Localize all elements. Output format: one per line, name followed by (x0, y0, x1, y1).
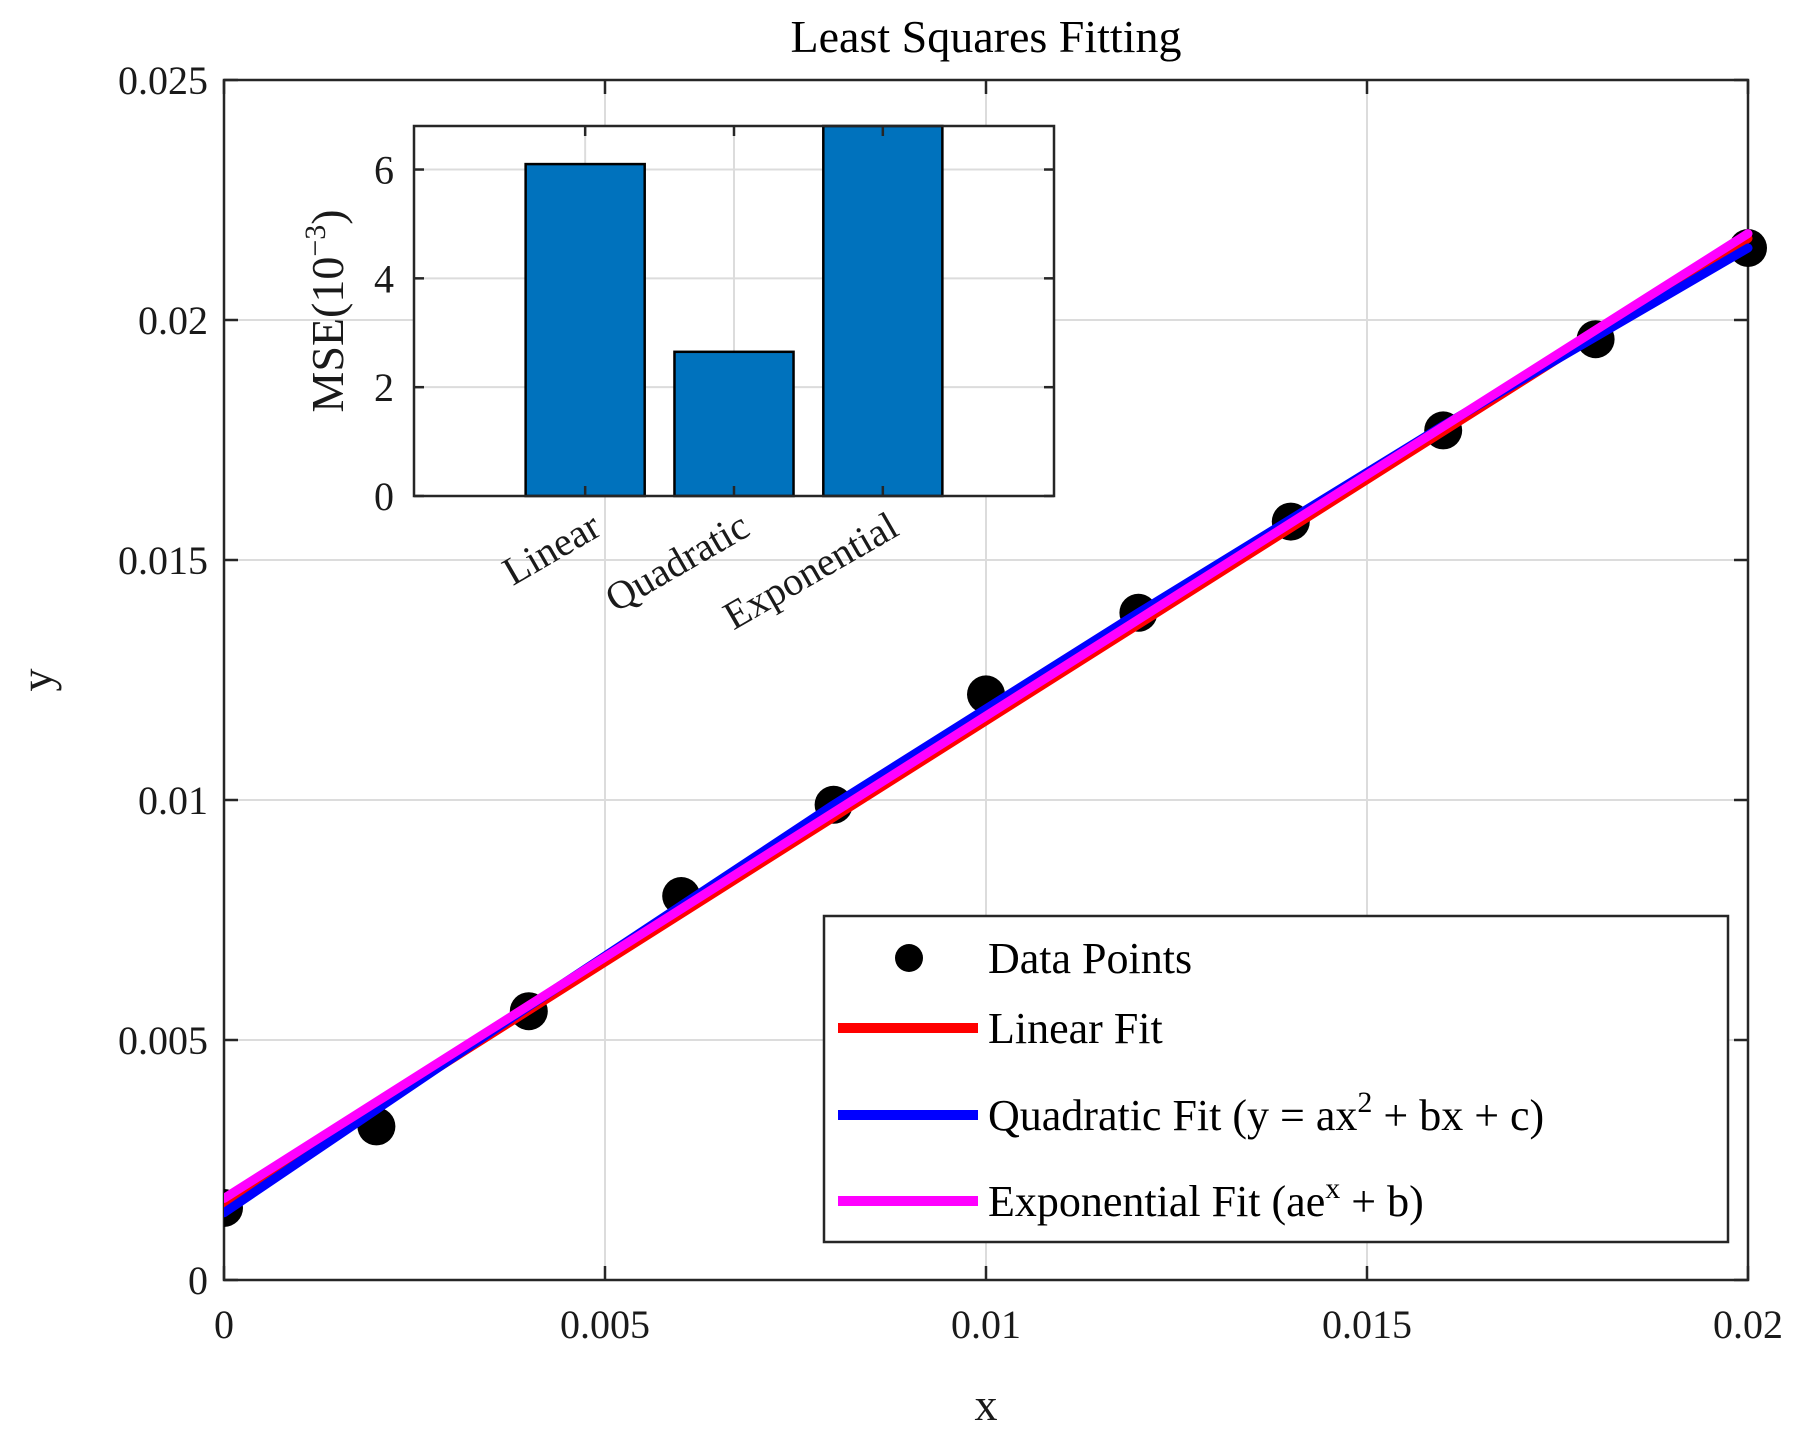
bar-quadratic (673, 350, 795, 498)
bar-linear (524, 162, 646, 498)
y-tick-label: 0.005 (118, 1018, 208, 1063)
inset-y-tick-label: 6 (374, 148, 394, 193)
inset-y-tick-label: 4 (374, 256, 394, 301)
legend-label: Quadratic Fit (y = ax2 + bx + c) (988, 1086, 1544, 1140)
exponential-fit-line (224, 229, 1753, 1203)
series-group (224, 229, 1767, 1227)
inset-y-axis-label: MSE(10−3) (299, 209, 353, 412)
chart-title: Least Squares Fitting (791, 11, 1182, 62)
x-tick-label: 0.01 (951, 1302, 1021, 1347)
legend-label: Linear Fit (988, 1004, 1163, 1053)
y-tick-label: 0.015 (118, 538, 208, 583)
main-plot: 0 0.005 0.01 0.015 0.02 0 0.005 0.01 0.015 0.02 0.… (11, 11, 1783, 1430)
legend-label: Data Points (988, 934, 1192, 983)
x-tick-label: 0.02 (1713, 1302, 1783, 1347)
legend-box (822, 914, 1730, 1244)
y-tick-label: 0.025 (118, 58, 208, 103)
legend-label: Exponential Fit (aex + b) (988, 1172, 1424, 1226)
bar-exponential (822, 124, 944, 498)
inset-category-label: Linear (495, 503, 608, 594)
y-tick-label: 0.01 (138, 778, 208, 823)
legend: Data Points Linear Fit Quadratic Fit (y = … (822, 914, 1730, 1244)
y-tick-label: 0.02 (138, 298, 208, 343)
x-tick-label: 0 (214, 1302, 234, 1347)
inset-y-tick-label: 2 (374, 365, 394, 410)
inset-y-tick-label: 0 (374, 474, 394, 519)
y-axis-label: y (11, 669, 62, 692)
y-tick-label: 0 (188, 1258, 208, 1303)
x-axis-label: x (975, 1379, 998, 1430)
x-tick-label: 0.015 (1322, 1302, 1412, 1347)
legend-marker-data-points (895, 944, 923, 972)
x-tick-label: 0.005 (560, 1302, 650, 1347)
